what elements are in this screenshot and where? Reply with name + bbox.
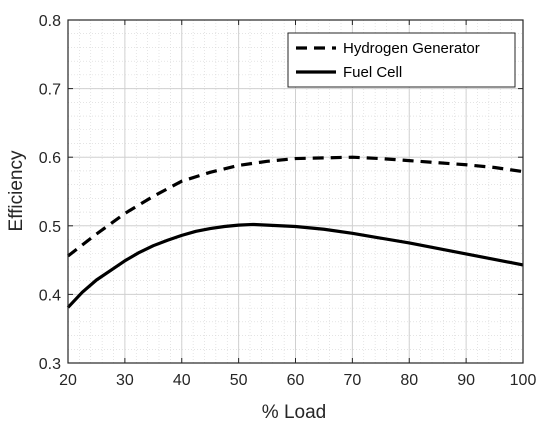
- x-tick-label: 70: [343, 372, 361, 389]
- y-axis-label: Efficiency: [6, 150, 27, 231]
- y-tick-label: 0.3: [39, 356, 61, 373]
- y-tick-label: 0.6: [39, 150, 61, 167]
- x-tick-label: 40: [173, 372, 191, 389]
- x-axis-label: % Load: [262, 402, 326, 423]
- legend-box: [287, 32, 516, 88]
- x-tick-label: 80: [400, 372, 418, 389]
- x-tick-label: 30: [116, 372, 134, 389]
- x-tick-label: 60: [287, 372, 305, 389]
- x-tick-label: 50: [230, 372, 248, 389]
- y-tick-label: 0.4: [39, 287, 61, 304]
- plot-area: 20 30 40 50 60 70 80 90 100 0.3 0.4 0.5 0.6 0.7 0.8 Hyd…: [39, 13, 537, 389]
- legend-label-fuel-cell: Fuel Cell: [343, 64, 402, 81]
- series-line-hydrogen-generator: [67, 155, 524, 258]
- y-tick-label: 0.8: [39, 13, 61, 30]
- y-tick-label: 0.5: [39, 219, 61, 236]
- x-tick-label: 90: [457, 372, 475, 389]
- y-tick-label: 0.7: [39, 82, 61, 99]
- x-tick-label: 100: [510, 372, 537, 389]
- x-tick-label: 20: [59, 372, 77, 389]
- series-line-fuel-cell: [66, 222, 524, 309]
- legend-label-hydrogen-generator: Hydrogen Generator: [343, 40, 480, 57]
